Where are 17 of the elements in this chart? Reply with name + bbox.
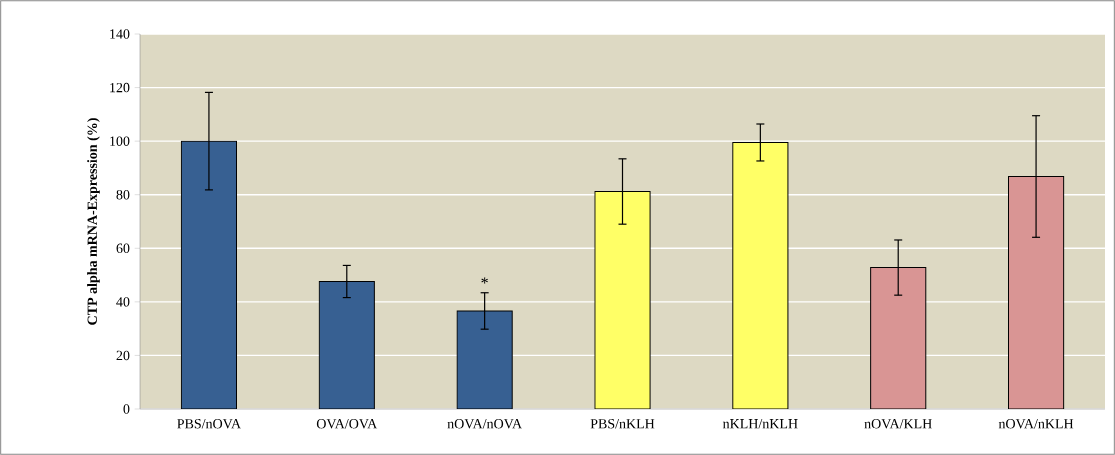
y-tick-label: 20 <box>116 350 130 361</box>
x-tick-label: PBS/nKLH <box>590 419 655 429</box>
y-tick-label: 0 <box>123 404 130 414</box>
annotation: * <box>481 277 488 284</box>
y-axis-title: CTP alpha mRNA-Expression (%) <box>87 118 100 325</box>
x-tick-label: OVA/OVA <box>316 419 378 429</box>
y-tick-label: 60 <box>116 243 130 254</box>
y-tick-label: 120 <box>110 82 130 93</box>
y-tick-label: 100 <box>110 136 130 146</box>
x-tick-label: nKLH/nKLH <box>722 419 798 429</box>
y-tick-label: 80 <box>116 190 130 200</box>
y-tick-label: 40 <box>116 297 130 307</box>
y-tick-label: 140 <box>110 29 130 39</box>
x-tick-label: nOVA/nKLH <box>998 419 1074 429</box>
x-tick-label: nOVA/KLH <box>864 419 932 429</box>
x-tick-label: PBS/nOVA <box>177 419 241 429</box>
x-tick-label: nOVA/nOVA <box>447 419 522 429</box>
